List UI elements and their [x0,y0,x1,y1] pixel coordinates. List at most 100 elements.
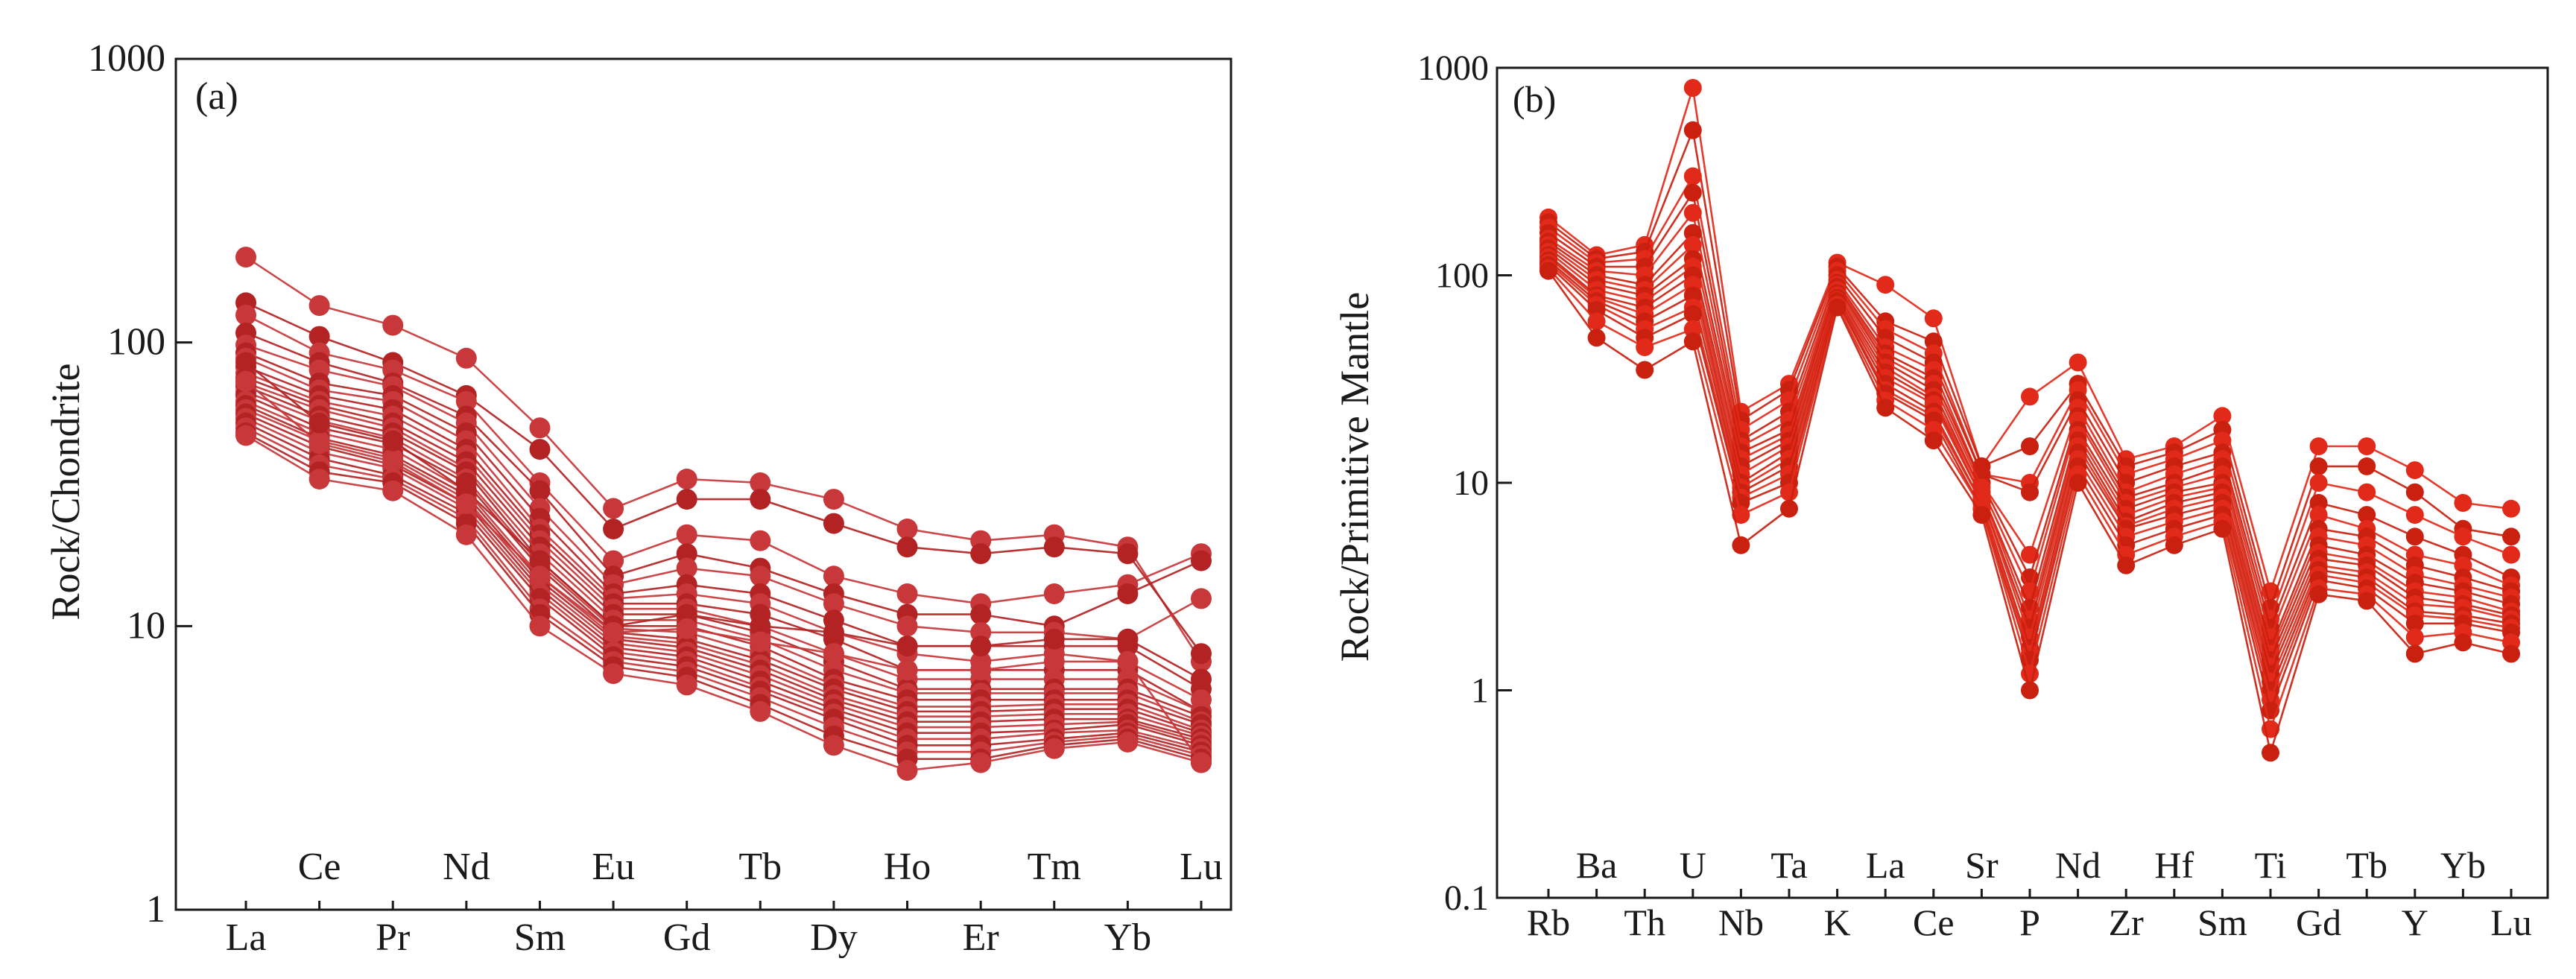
x-tick-label: Sm [2197,902,2247,943]
data-point [1117,583,1139,604]
panel-a-label: (a) [195,75,238,118]
panel-a-y-ticks: 1 10 100 1000 [88,37,192,931]
series-line [245,256,1203,662]
series-sample-23 [235,425,1212,781]
x-tick-label: La [1866,844,1905,886]
data-point [603,550,624,571]
data-point [2021,437,2039,455]
series-sample-22 [235,422,1212,770]
series-line [245,366,1202,713]
data-point [750,565,771,587]
data-point [455,390,477,412]
x-tick-label: Sm [514,916,566,959]
data-point [1732,536,1750,554]
data-point [823,565,844,587]
data-point [896,536,918,558]
data-point [896,636,918,657]
x-tick-label: Tm [1028,846,1081,888]
chart-panel-b: (b) Rock/Primitive Mantle 0.11101001000 … [1332,48,2549,943]
series-line [245,427,1202,757]
data-point [1876,399,1895,417]
data-point [750,631,771,653]
data-point [2021,483,2039,501]
panel-a-x-labels: La Ce Pr Nd Sm Eu Gd Tb Dy Ho Er Tm Yb Lu [226,846,1223,959]
data-point [2405,461,2424,480]
series-line [245,381,1202,723]
data-point [235,425,256,446]
data-point [823,735,844,756]
x-tick-label: Ce [1913,902,1955,943]
data-point [455,524,477,545]
data-point [2454,527,2472,546]
panel-b-series-group [1539,79,2520,762]
data-point [896,519,918,539]
data-point [2502,527,2520,546]
data-point [2165,536,2183,554]
series-line [245,390,1202,732]
data-point [603,519,624,539]
data-point [603,663,624,685]
x-tick-label: Yb [1104,916,1152,959]
data-point [529,480,551,501]
data-point [2262,744,2279,762]
y-tick-label: 1000 [1417,48,1489,88]
panel-a-series-group [235,247,1212,781]
data-point [1043,536,1065,558]
data-point [1117,543,1139,565]
data-point [896,583,918,604]
data-point [2405,644,2424,663]
data-point [529,550,551,571]
y-tick-label: 100 [1435,256,1489,296]
data-point [676,489,697,510]
data-point [2405,628,2424,647]
x-tick-label: Th [1624,902,1665,943]
data-point [1117,650,1139,672]
data-point [750,530,771,551]
data-point [750,615,771,637]
data-point [2405,506,2424,525]
data-point [1117,628,1139,650]
y-tick-label: 0.1 [1444,878,1489,918]
series-line [245,357,1202,701]
x-tick-label: Er [963,916,999,959]
data-point [2502,545,2520,564]
data-point [308,469,330,490]
data-point [2309,474,2328,492]
data-point [1191,588,1212,609]
data-point [2405,527,2424,546]
x-tick-label: Yb [2440,844,2486,886]
panel-b-y-ticks: 0.1 1 10 100 1000 [1417,48,1512,918]
data-point [529,565,551,587]
data-point [1683,203,1702,222]
y-tick-label: 1 [146,888,165,931]
series-line [245,400,1202,737]
series-line [245,434,1202,772]
x-tick-label: Lu [2490,902,2532,943]
data-point [1683,121,1702,139]
data-point [2213,407,2232,425]
data-point [1043,738,1065,759]
panel-b-label: (b) [1513,78,1556,120]
data-point [1780,499,1798,518]
series-line [245,408,1202,744]
data-point [970,752,992,773]
data-point [1683,79,1702,97]
data-point [896,659,918,681]
data-point [235,247,256,268]
data-point [308,433,330,454]
data-point [823,643,844,665]
data-point [676,469,697,490]
x-tick-label: Gd [2296,902,2341,943]
data-point [1683,167,1702,186]
series-line [245,361,1202,680]
data-point [2358,506,2376,525]
data-point [2069,474,2087,492]
series-line [245,417,1202,750]
data-point [1117,732,1139,753]
data-point [676,557,697,579]
data-point [1587,329,1606,347]
data-point [2405,483,2424,501]
data-point [529,417,551,439]
data-point [1924,431,1943,450]
series-line [245,413,1202,747]
